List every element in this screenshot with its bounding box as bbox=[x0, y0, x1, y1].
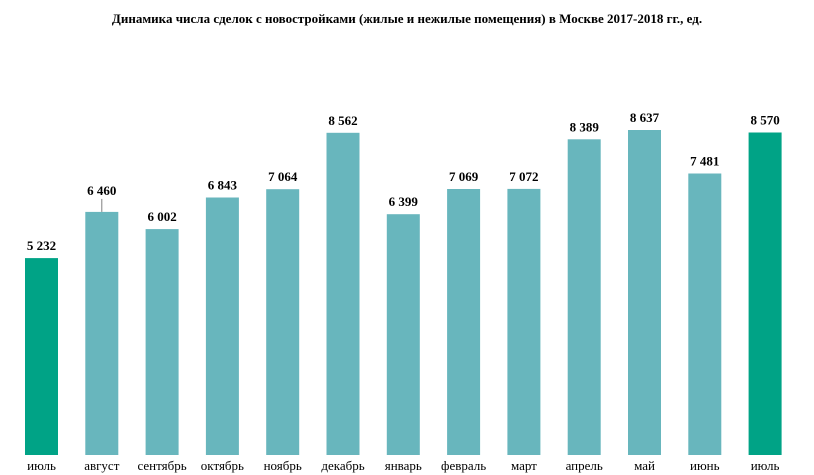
x-label-4: ноябрь bbox=[264, 458, 302, 473]
value-label-2: 6 002 bbox=[147, 209, 176, 224]
value-label-8: 7 072 bbox=[509, 169, 538, 184]
value-label-10: 8 637 bbox=[630, 110, 660, 125]
x-label-3: октябрь bbox=[201, 458, 244, 473]
bar-8 bbox=[507, 188, 541, 455]
bars-group bbox=[25, 130, 782, 456]
bar-10 bbox=[628, 130, 661, 455]
x-label-10: май bbox=[634, 458, 655, 473]
bar-1 bbox=[85, 211, 119, 455]
bar-5 bbox=[326, 132, 360, 456]
bar-3 bbox=[205, 197, 239, 455]
value-label-5: 8 562 bbox=[328, 113, 357, 128]
bar-2 bbox=[145, 229, 179, 455]
x-label-12: июль bbox=[751, 458, 780, 473]
x-label-6: январь bbox=[385, 458, 422, 473]
bar-4 bbox=[266, 189, 300, 455]
x-label-5: декабрь bbox=[321, 458, 364, 473]
bar-12 bbox=[748, 132, 782, 455]
chart-title: Динамика числа сделок с новостройками (ж… bbox=[111, 11, 703, 26]
value-label-11: 7 481 bbox=[690, 154, 719, 169]
x-label-11: июнь bbox=[690, 458, 720, 473]
x-label-8: март bbox=[511, 458, 537, 473]
bar-6 bbox=[386, 214, 420, 455]
value-label-4: 7 064 bbox=[268, 169, 298, 184]
value-label-3: 6 843 bbox=[208, 178, 238, 193]
value-label-1: 6 460 bbox=[87, 183, 116, 198]
x-label-9: апрель bbox=[566, 458, 603, 473]
value-label-0: 5 232 bbox=[27, 238, 56, 253]
bar-9 bbox=[567, 139, 601, 456]
x-label-7: февраль bbox=[441, 458, 486, 473]
bar-0 bbox=[25, 258, 58, 455]
bar-11 bbox=[688, 173, 722, 455]
x-label-0: июль bbox=[27, 458, 56, 473]
x-axis-labels-group: июль август сентябрь октябрь ноябрь декабрь ян… bbox=[27, 458, 779, 473]
x-label-2: сентябрь bbox=[137, 458, 186, 473]
value-labels-group: 5 232 6 460 6 002 6 843 7 064 8 562 6 399 7 069… bbox=[27, 110, 780, 253]
bar-7 bbox=[447, 189, 481, 455]
value-label-7: 7 069 bbox=[449, 169, 479, 184]
value-label-6: 6 399 bbox=[389, 194, 419, 209]
value-label-12: 8 570 bbox=[750, 113, 779, 128]
x-label-1: август bbox=[84, 458, 120, 473]
value-label-9: 8 389 bbox=[570, 119, 600, 134]
